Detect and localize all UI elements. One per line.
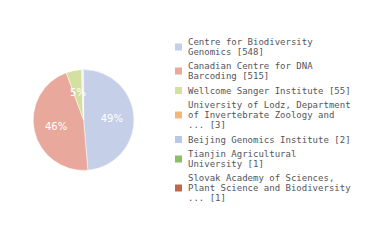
svg-text:Wellcome Sanger Institute [55]: Wellcome Sanger Institute [55] <box>188 86 351 96</box>
svg-text:... [1]: ... [1] <box>188 193 226 203</box>
svg-text:Centre for Biodiversity: Centre for Biodiversity <box>188 37 313 47</box>
svg-text:Plant Science and Biodiversity: Plant Science and Biodiversity <box>188 183 351 193</box>
svg-text:... [3]: ... [3] <box>188 120 226 130</box>
svg-text:Tianjin Agricultural: Tianjin Agricultural <box>188 149 296 159</box>
svg-text:Slovak Academy of Sciences,: Slovak Academy of Sciences, <box>188 173 334 183</box>
svg-text:49%: 49% <box>101 113 123 124</box>
svg-text:Beijing Genomics Institute [2]: Beijing Genomics Institute [2] <box>188 135 351 145</box>
svg-text:University [1]: University [1] <box>188 159 264 169</box>
svg-text:of Invertebrate Zoology and: of Invertebrate Zoology and <box>188 110 334 120</box>
svg-text:Canadian Centre for DNA: Canadian Centre for DNA <box>188 61 313 71</box>
svg-text:Barcoding [515]: Barcoding [515] <box>188 71 269 81</box>
svg-text:5%: 5% <box>70 87 86 98</box>
svg-text:University of Lodz, Department: University of Lodz, Department <box>188 100 351 110</box>
svg-text:46%: 46% <box>45 121 67 132</box>
svg-text:Genomics [548]: Genomics [548] <box>188 47 264 57</box>
